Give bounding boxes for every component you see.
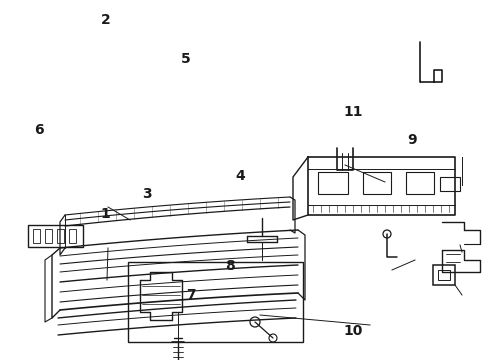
Text: 4: 4 [235, 170, 245, 183]
Text: 11: 11 [343, 105, 363, 118]
Bar [363, 172, 391, 194]
Bar [45, 229, 52, 243]
Text: 6: 6 [34, 123, 44, 136]
Bar [433, 265, 455, 285]
Bar [128, 262, 303, 342]
Text: 8: 8 [225, 260, 235, 273]
Text: 5: 5 [181, 53, 191, 66]
Text: 9: 9 [407, 134, 416, 147]
Text: 10: 10 [343, 324, 363, 338]
Bar [318, 172, 348, 194]
Text: 2: 2 [100, 13, 110, 27]
Text: 7: 7 [186, 288, 196, 302]
Bar [438, 270, 450, 280]
Bar [57, 229, 64, 243]
Bar [33, 229, 40, 243]
Text: 3: 3 [142, 188, 152, 201]
Text: 1: 1 [100, 207, 110, 221]
Bar [28, 225, 83, 247]
Bar [406, 172, 434, 194]
Bar [440, 177, 460, 191]
Bar [69, 229, 76, 243]
